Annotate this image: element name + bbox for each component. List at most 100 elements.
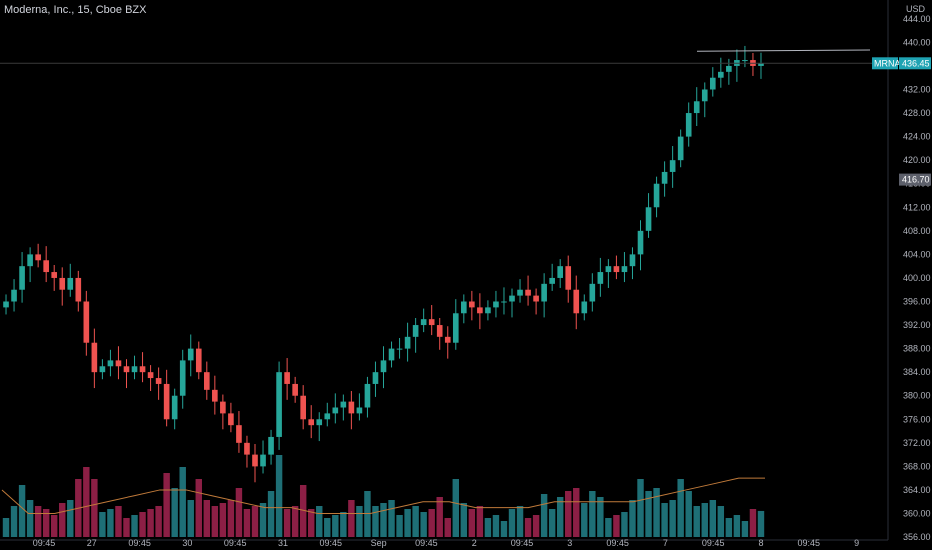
candle-body: [35, 254, 41, 261]
candle-body: [292, 383, 298, 396]
price-tick-label: 384.00: [903, 367, 931, 377]
time-tick-label: 7: [663, 538, 668, 548]
candle-body: [332, 407, 339, 414]
time-tick-label: 09:45: [702, 538, 725, 548]
volume-bar: [757, 510, 765, 537]
volume-bar: [669, 500, 676, 537]
candle-body: [525, 289, 531, 296]
candle-body: [597, 272, 604, 284]
volume-bar: [316, 506, 323, 537]
price-tick-label: 376.00: [903, 414, 931, 424]
candle-body: [709, 77, 716, 90]
symbol-title: Moderna, Inc., 15, Cboe BZX: [4, 4, 147, 16]
candle-body: [220, 401, 226, 414]
volume-bar: [155, 506, 162, 537]
candle-body: [517, 289, 523, 296]
symbol-tag-label: MRNA: [874, 58, 901, 68]
volume-bar: [219, 503, 227, 537]
candle-body: [11, 289, 17, 302]
volume-bar: [332, 515, 339, 537]
volume-bar: [685, 491, 692, 537]
candle-body: [436, 325, 443, 337]
candle-body: [742, 60, 748, 62]
volume-bar: [139, 512, 146, 537]
volume-bar: [733, 515, 741, 537]
price-tick-label: 412.00: [903, 202, 931, 212]
volume-bar: [677, 479, 684, 537]
candle-body: [27, 254, 33, 267]
candle-body: [244, 442, 250, 455]
candle-body: [212, 389, 218, 402]
volume-bar: [653, 488, 660, 537]
volume-bar: [492, 515, 500, 537]
volume-bar: [460, 503, 468, 537]
candle-body: [131, 366, 138, 373]
price-tick-label: 420.00: [903, 155, 931, 165]
volume-bar: [749, 509, 757, 537]
candle-body: [83, 301, 90, 343]
candle-body: [428, 319, 435, 326]
candle-body: [43, 260, 49, 273]
volume-bar: [275, 455, 283, 537]
time-tick-label: 30: [182, 538, 192, 548]
candle-body: [195, 348, 202, 373]
candle-body: [276, 372, 282, 437]
volume-bar: [524, 518, 532, 537]
volume-bar: [91, 479, 98, 537]
candle-body: [629, 254, 636, 267]
volume-bar: [308, 509, 315, 537]
volume-bar: [235, 488, 243, 537]
volume-bar: [629, 500, 636, 537]
volume-bar: [324, 518, 331, 537]
candle-body: [260, 454, 266, 467]
candle-body: [67, 277, 74, 290]
price-tick-label: 444.00: [903, 14, 931, 24]
volume-bar: [107, 509, 114, 537]
volume-bar: [203, 500, 211, 537]
time-tick-label: 31: [278, 538, 288, 548]
volume-bar: [556, 497, 564, 537]
candle-body: [179, 360, 186, 396]
volume-bar: [508, 509, 516, 537]
volume-bar: [396, 515, 403, 537]
price-tick-label: 360.00: [903, 509, 931, 519]
volume-bar: [565, 491, 572, 537]
volume-bar: [500, 521, 508, 537]
candle-body: [621, 266, 628, 273]
volume-bar: [267, 491, 275, 537]
volume-bar: [195, 479, 202, 537]
candle-body: [485, 307, 491, 314]
crosshair-price-tag-box: [899, 173, 931, 186]
candle-body: [404, 336, 411, 349]
volume-bar: [693, 506, 700, 537]
candle-body: [99, 366, 106, 373]
candle-body: [758, 63, 764, 66]
price-tick-label: 408.00: [903, 226, 931, 236]
horizontal-trendline[interactable]: [696, 49, 871, 52]
volume-bar: [356, 506, 363, 537]
time-tick-label: 27: [87, 538, 97, 548]
candle-body: [236, 425, 242, 443]
candle-body: [340, 401, 347, 408]
candle-body: [565, 266, 572, 290]
volume-bar: [589, 491, 596, 537]
volume-bar: [2, 518, 10, 537]
volume-bar: [484, 518, 492, 537]
candle-body: [107, 360, 114, 367]
volume-bar: [131, 515, 138, 537]
symbol-tag-box: [872, 57, 898, 70]
volume-bar: [621, 512, 628, 537]
volume-bar: [605, 518, 612, 537]
candle-body: [388, 348, 395, 361]
volume-bar: [573, 488, 580, 537]
candle-body: [605, 266, 612, 273]
price-tick-label: 372.00: [903, 438, 931, 448]
volume-bar: [725, 518, 733, 537]
time-tick-label: Sep: [371, 538, 387, 548]
time-axis[interactable]: 09:45 27 09:45 30 09:45 31 09:45 Sep 09:45 2 09:45…: [0, 538, 888, 548]
crosshair-price-tag-label: 416.70: [902, 175, 930, 185]
volume-bar: [83, 467, 90, 537]
candle-body: [171, 395, 178, 420]
candle-body: [477, 307, 483, 314]
